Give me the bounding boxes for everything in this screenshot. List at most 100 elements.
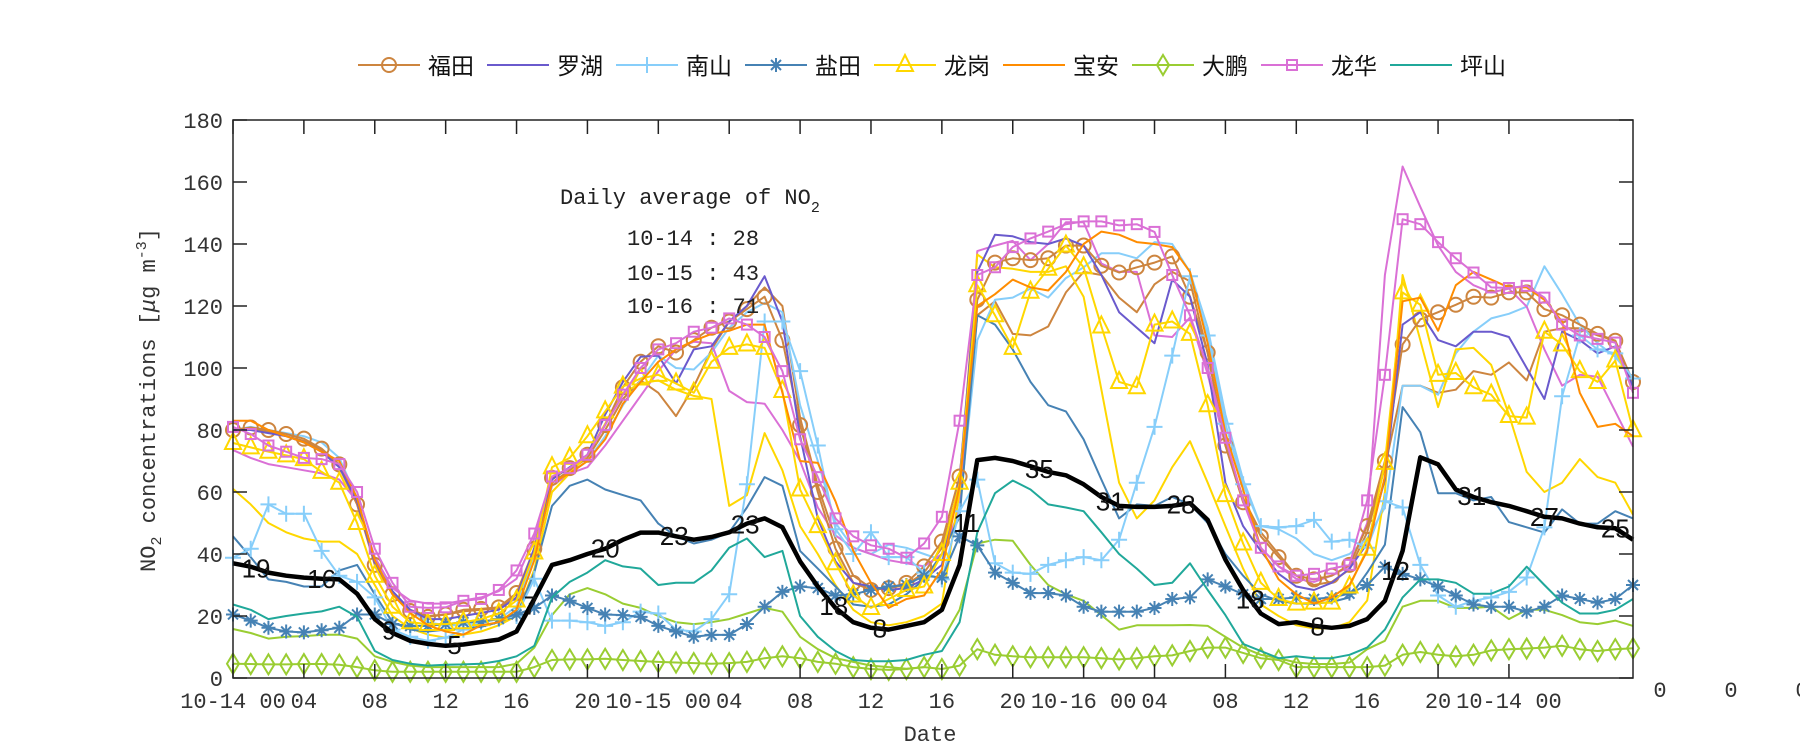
average-value-label: 35 [1025,454,1054,484]
data-point-triangle [1410,292,1430,312]
series-layer [223,165,1643,684]
data-point-triangle [1463,374,1484,395]
data-point-plus [242,540,259,557]
x-tick-label: 16 [1354,690,1380,715]
data-point-star [544,588,559,603]
data-point-circle [1075,237,1092,254]
data-point-star [651,618,666,633]
data-point-square [1396,213,1409,226]
data-point-square [1325,562,1338,575]
data-point-triangle [329,470,349,490]
data-point-circle [1483,289,1500,306]
data-point-square [1467,266,1480,279]
data-point-plus [1323,533,1340,550]
plot-frame [232,119,1634,679]
data-point-diamond [332,652,347,677]
legend-label: 福田 [428,54,474,80]
data-point-square [758,331,771,343]
data-point-diamond [633,649,648,673]
data-point-star [350,607,365,622]
data-point-square [989,261,1002,274]
data-point-star [775,584,790,599]
data-point-triangle [861,595,881,615]
data-point-circle [1465,288,1482,305]
data-point-square [971,269,984,281]
data-point-diamond [1324,655,1339,680]
data-point-star [1200,572,1215,587]
data-point-triangle [1499,403,1519,424]
data-point-triangle [879,586,899,606]
data-point-diamond [261,652,276,677]
data-point-star [332,620,347,635]
data-point-plus [1164,347,1181,364]
data-point-plus [862,524,879,541]
x-tick-label: 10-15 00 [606,690,712,715]
data-point-square [900,551,913,564]
legend-marker-diamond [1155,53,1171,77]
daily-average-annotation: Daily average of NO2 10-14 : 28 10-15 : … [560,186,820,320]
data-point-diamond [367,658,382,683]
data-point-square [1130,218,1143,231]
data-point-star [704,627,719,642]
data-point-plus [1040,556,1057,573]
data-point-triangle [311,459,332,479]
data-point-plus [313,542,330,559]
data-point-triangle [613,374,633,394]
data-point-circle [402,603,419,620]
data-point-diamond [1590,639,1605,663]
data-point-diamond [438,659,453,684]
data-point-triangle [1570,358,1590,379]
data-point-star [722,627,737,642]
data-point-star [1041,586,1056,601]
data-point-diamond [1448,644,1463,669]
data-point-diamond [527,655,542,680]
series-龙岗 [223,233,1643,632]
data-point-triangle [542,454,562,475]
legend-label: 龙岗 [944,54,990,80]
data-point-square [1591,332,1604,345]
data-point-square [244,428,257,441]
data-point-star [1608,591,1623,606]
data-point-square [1308,567,1321,580]
y-tick-label: 180 [183,110,223,135]
data-point-square [280,445,293,458]
data-point-plus [1518,569,1535,586]
data-point-square [882,542,895,555]
data-point-plus [1093,552,1110,569]
data-point-square [351,486,364,498]
data-point-triangle [241,435,261,455]
data-point-diamond [1165,643,1180,668]
data-point-square [492,583,505,596]
data-point-circle [295,430,312,447]
legend-label: 坪山 [1460,54,1506,80]
average-value-label: 23 [660,521,689,551]
data-point-star [1431,579,1446,594]
data-point-circle [1111,264,1128,281]
average-value-label: 31 [1457,481,1486,511]
data-point-square [705,321,718,334]
x-tick-label: 04 [716,690,742,715]
data-point-square [1059,218,1072,231]
data-point-diamond [1484,638,1499,663]
data-point-square [616,388,629,401]
annotation-title: Daily average of NO2 [560,186,820,217]
data-point-square [918,537,931,550]
data-point-square [1219,431,1232,444]
data-point-star [1112,604,1127,619]
data-point-plus [1075,549,1092,566]
data-point-diamond [1041,645,1056,670]
average-value-label: 18 [1236,584,1265,614]
x-tick-label: 16 [929,690,955,715]
y-tick-label: 40 [197,544,223,569]
data-point-star [1094,604,1109,619]
data-point-plus [1306,511,1323,528]
data-point-star [1253,591,1268,606]
x-tick-label: 04 [1141,690,1167,715]
right-edge-label: 0 [1795,679,1800,704]
data-point-circle [1093,257,1110,274]
data-point-diamond [1466,642,1481,667]
data-point-square [652,343,665,356]
data-point-triangle [666,371,686,391]
data-point-circle [1270,549,1287,566]
data-point-plus [543,612,560,629]
